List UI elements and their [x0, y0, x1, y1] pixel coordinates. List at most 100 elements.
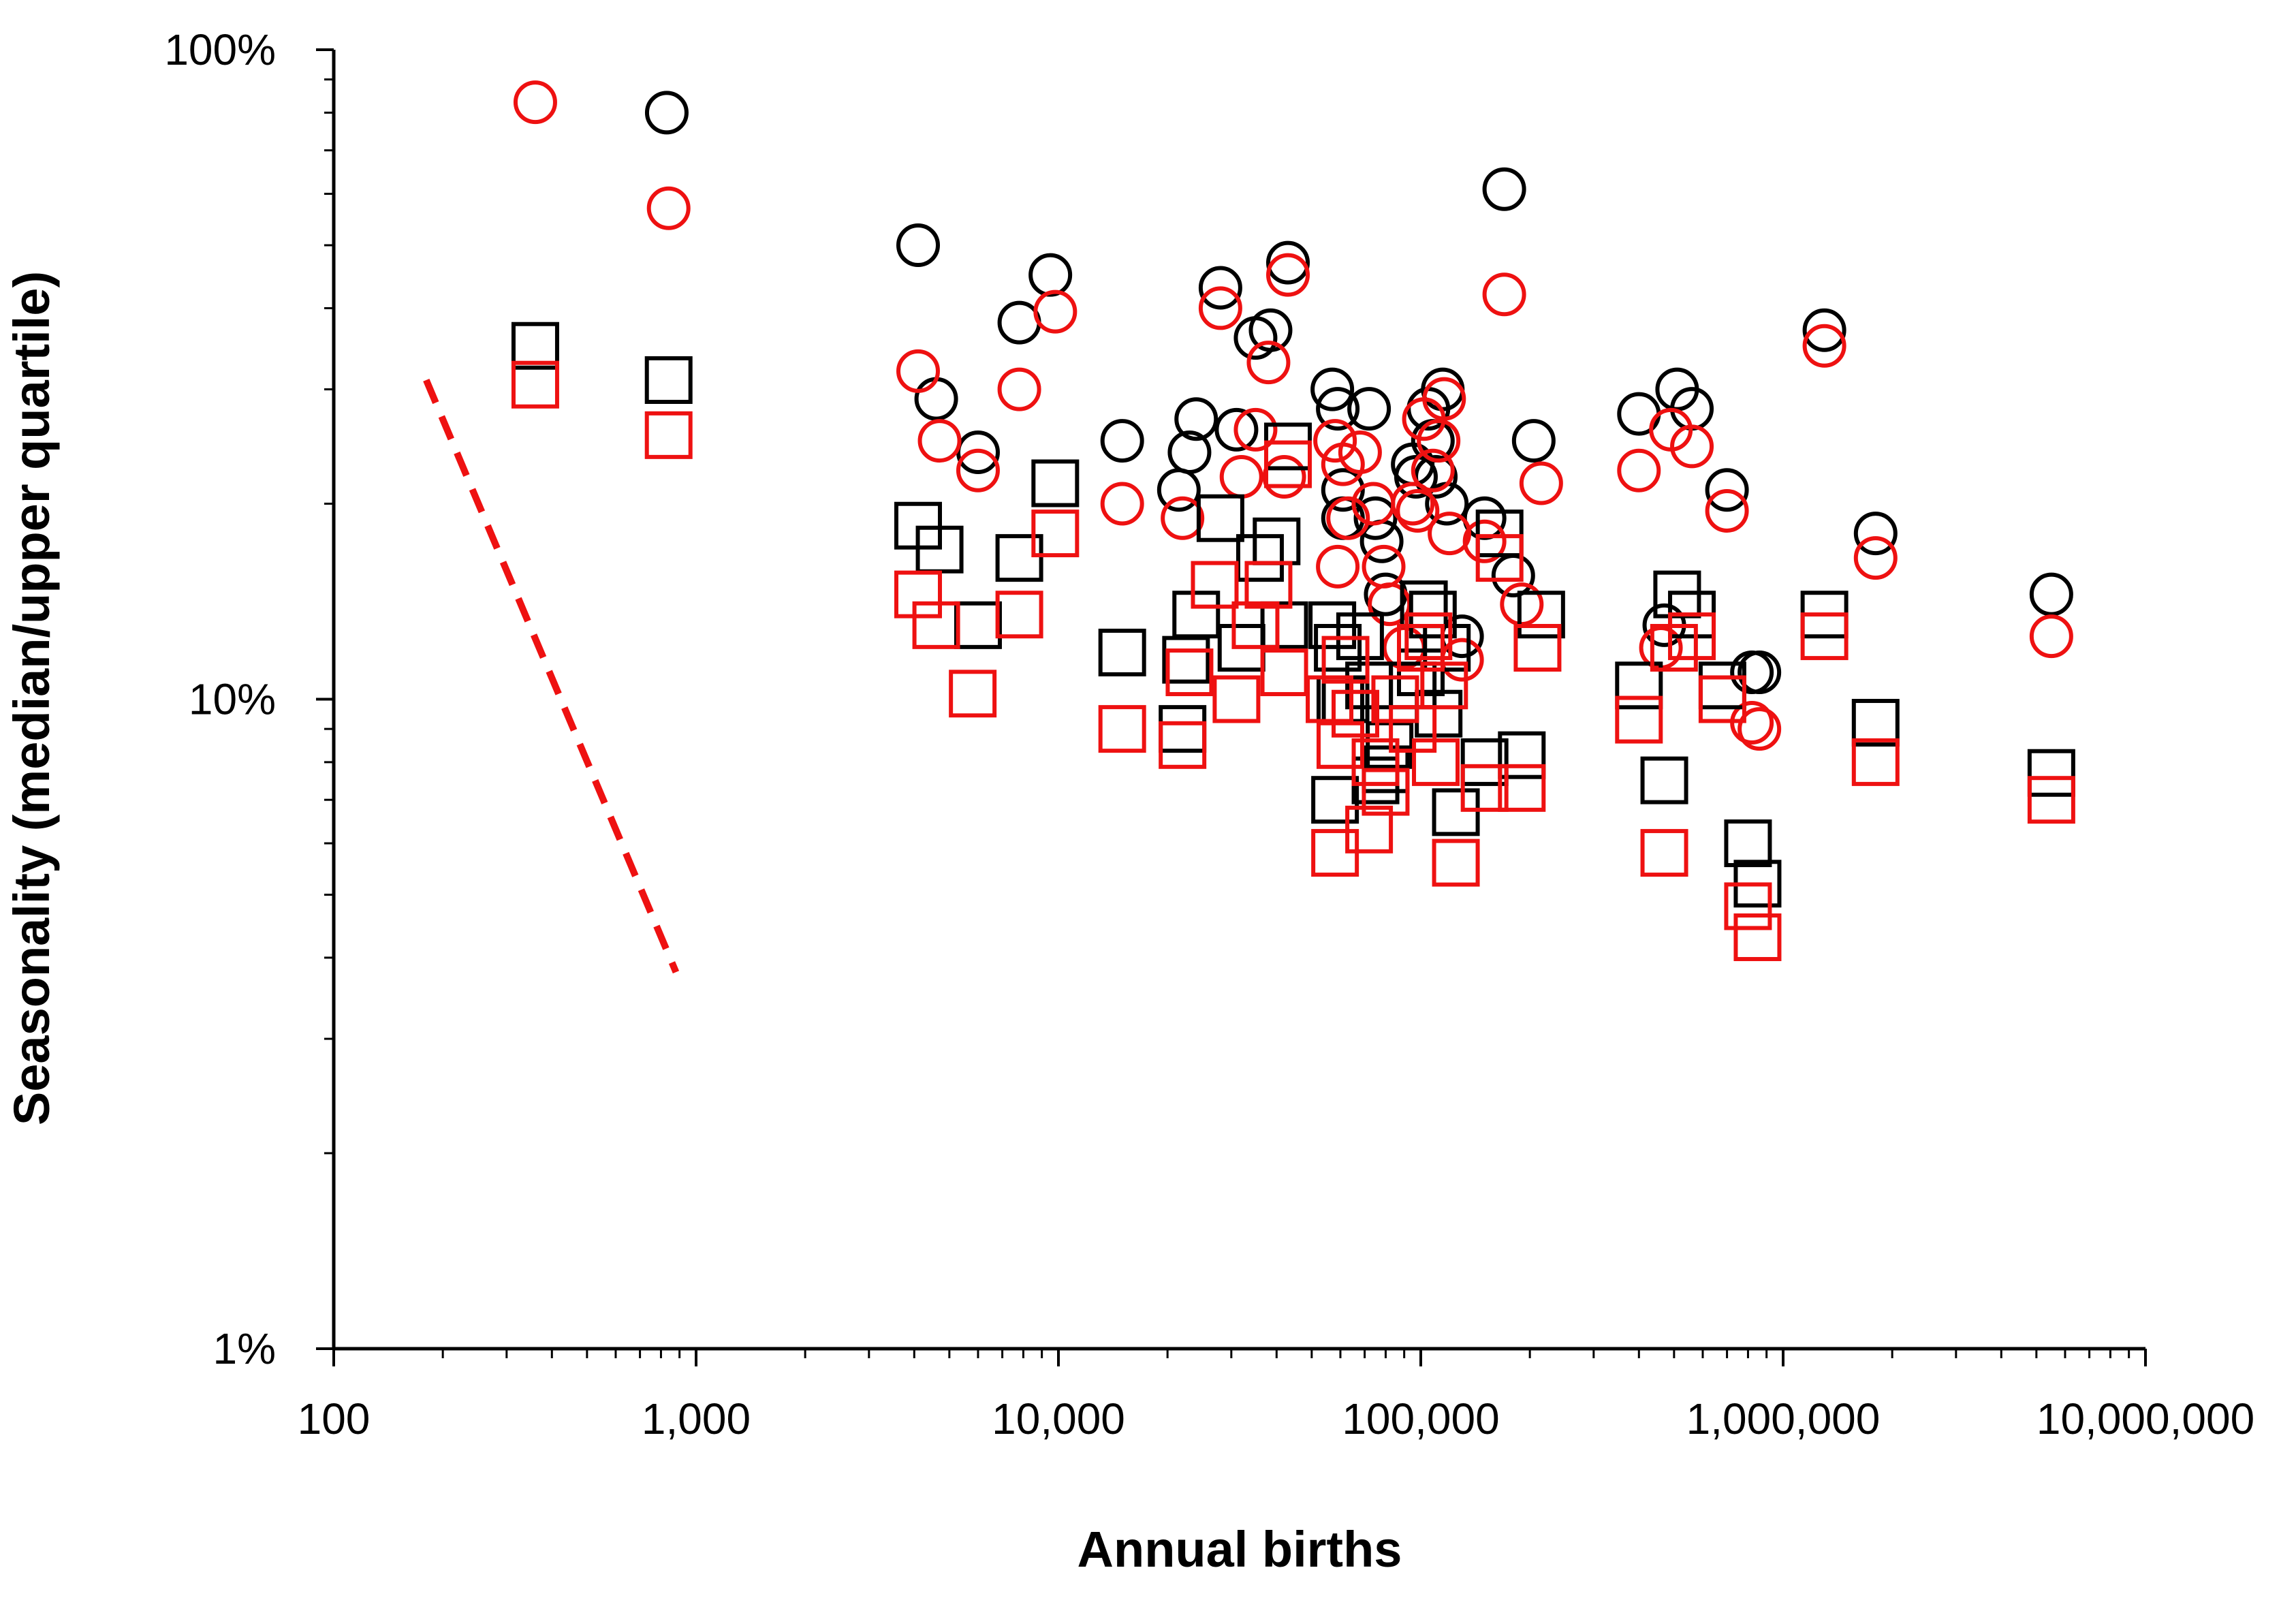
black-square-point: [1162, 636, 1210, 684]
red-circle-point: [1219, 455, 1263, 499]
red-circle-point: [513, 80, 557, 125]
black-circle-point: [1482, 167, 1526, 211]
black-circle-point: [997, 300, 1041, 345]
red-square-point: [1851, 738, 1900, 786]
black-square-point: [511, 322, 559, 370]
red-circle-point: [1266, 253, 1310, 297]
red-circle-point: [1313, 419, 1357, 463]
black-circle-point: [1248, 308, 1293, 352]
red-square-point: [1191, 561, 1239, 609]
red-square-point: [894, 570, 943, 618]
black-circle-point: [1167, 430, 1212, 474]
red-circle-point: [997, 367, 1041, 411]
y-axis-title: Seasonality (median/upper quartile): [3, 271, 60, 1125]
black-circle-point: [1853, 512, 1898, 556]
red-circle-point: [1033, 289, 1078, 334]
red-circle-point: [1802, 324, 1846, 368]
red-square-point: [1159, 721, 1207, 769]
red-circle-point: [1705, 488, 1749, 533]
red-square-point: [1800, 612, 1849, 661]
black-circle-point: [644, 91, 689, 135]
x-tick-label: 100,000: [1342, 1394, 1499, 1443]
black-square-point: [2027, 749, 2075, 797]
black-circle-point: [1266, 240, 1310, 285]
black-square-point: [1851, 699, 1900, 747]
x-axis-title: Annual births: [1078, 1521, 1402, 1578]
black-square-point: [1724, 819, 1772, 868]
black-square-point: [1432, 788, 1480, 836]
black-square-point: [1172, 591, 1221, 639]
trendline-group: [423, 379, 680, 974]
red-square-point: [1650, 624, 1698, 672]
data-markers: [511, 80, 2075, 961]
black-circle-point: [1802, 308, 1846, 352]
black-circle-point: [1157, 468, 1201, 512]
black-square-point: [1196, 494, 1244, 542]
red-circle-point: [1100, 482, 1144, 526]
red-circle-point: [1326, 496, 1370, 540]
red-circle-point: [1198, 286, 1242, 330]
red-square-point: [1031, 510, 1080, 558]
red-circle-point: [1246, 341, 1291, 385]
red-square-point: [644, 411, 693, 459]
red-square-point: [1165, 648, 1214, 697]
red-square-point: [1420, 661, 1468, 710]
y-tick-label: 1%: [213, 1324, 277, 1373]
black-circle-point: [1174, 397, 1218, 441]
red-square-point: [1733, 913, 1782, 961]
black-square-point: [1423, 624, 1471, 672]
red-square-point: [995, 591, 1043, 639]
red-square-point: [1668, 612, 1716, 661]
red-circle-point: [1362, 544, 1406, 589]
red-circle-point: [1396, 488, 1440, 533]
red-square-point: [949, 670, 997, 718]
red-circle-point: [1262, 455, 1306, 499]
black-square-point: [1098, 628, 1146, 676]
x-tick-label: 100: [298, 1394, 371, 1443]
red-square-point: [1615, 695, 1663, 744]
black-circle-point: [1100, 419, 1144, 463]
black-square-point: [1517, 591, 1565, 639]
black-circle-point: [1198, 266, 1242, 310]
black-circle-point: [1705, 468, 1749, 512]
red-square-point: [1412, 738, 1460, 786]
black-square-point: [1253, 517, 1301, 565]
red-square-point: [1640, 829, 1688, 877]
red-square-point: [1371, 675, 1419, 723]
red-circle-point: [1422, 377, 1466, 421]
black-square-point: [1236, 534, 1284, 582]
red-square-point: [1306, 675, 1354, 723]
black-square-point: [1498, 731, 1546, 779]
red-circle-point: [1617, 448, 1661, 492]
black-square-point: [1475, 510, 1524, 558]
tick-labels: 100 1,000 10,000 100,000 1,000,000 10,000,000…: [164, 25, 2254, 1443]
black-square-point: [995, 534, 1043, 582]
black-square-point: [1460, 738, 1509, 786]
black-circle-point: [2029, 572, 2073, 616]
black-circle-point: [1316, 387, 1360, 431]
red-square-point: [1321, 636, 1370, 684]
black-circle-point: [1353, 496, 1398, 540]
black-square-point: [644, 356, 693, 404]
y-tick-label: 100%: [164, 25, 276, 74]
red-circle-point: [1428, 512, 1472, 556]
red-square-point: [2027, 776, 2075, 824]
trendline: [423, 379, 680, 974]
red-circle-point: [1417, 419, 1461, 463]
x-tick-label: 10,000,000: [2036, 1394, 2254, 1443]
red-circle-point: [1338, 430, 1382, 474]
red-square-point: [511, 360, 559, 409]
red-circle-point: [1500, 582, 1544, 627]
black-circle-point: [1491, 554, 1535, 598]
red-circle-point: [1462, 519, 1507, 563]
red-circle-point: [1233, 407, 1278, 452]
red-circle-point: [1316, 544, 1360, 589]
red-circle-point: [1161, 496, 1205, 540]
black-square-point: [954, 601, 1002, 649]
red-square-point: [1316, 721, 1364, 769]
y-tick-label: 10%: [189, 675, 276, 724]
black-circle-point: [1310, 367, 1355, 411]
red-circle-point: [1482, 272, 1526, 317]
red-circle-point: [1737, 707, 1782, 751]
black-circle-point: [1214, 407, 1259, 452]
